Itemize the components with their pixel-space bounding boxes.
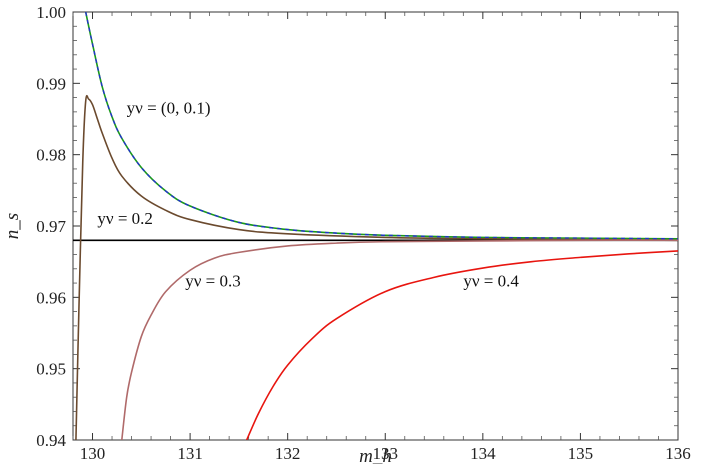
x-tick-label: 133 [373, 444, 399, 463]
x-tick-label: 132 [275, 444, 301, 463]
annotation-layer: yν = (0, 0.1) yν = 0.2 yν = 0.3 yν = 0.4 [97, 98, 519, 290]
annotation-label-0: yν = (0, 0.1) [127, 98, 211, 117]
series-line-3 [120, 239, 678, 440]
series-line-1 [85, 12, 678, 240]
x-tick-label: 131 [177, 444, 203, 463]
y-tick-label: 0.95 [36, 360, 66, 379]
y-axis-title: n_s [2, 213, 23, 239]
x-tick-label: 136 [665, 444, 691, 463]
annotation-label-1: yν = 0.2 [97, 209, 153, 228]
y-tick-label: 0.94 [36, 431, 66, 450]
series-line-2 [75, 94, 678, 440]
annotation-label-3: yν = 0.4 [463, 272, 519, 291]
x-axis-title: m_h [359, 446, 392, 464]
x-tick-label: 130 [80, 444, 106, 463]
y-tick-label: 0.99 [36, 74, 66, 93]
plot-frame [72, 11, 679, 441]
axis-titles: m_h n_s [2, 213, 392, 464]
x-tick-label: 134 [470, 444, 496, 463]
ticks: 130 131 132 133 134 135 136 0.94 0.95 0.96 0.97 0.9… [36, 3, 691, 463]
series-line-4 [245, 250, 678, 440]
y-tick-label: 0.98 [36, 146, 66, 165]
series-line-0 [84, 12, 678, 240]
x-tick-label: 135 [568, 444, 594, 463]
y-tick-label: 0.96 [36, 288, 66, 307]
series-layer [73, 12, 678, 440]
y-tick-label: 1.00 [36, 3, 66, 22]
y-tick-label: 0.97 [36, 217, 66, 236]
annotation-label-2: yν = 0.3 [185, 272, 241, 291]
